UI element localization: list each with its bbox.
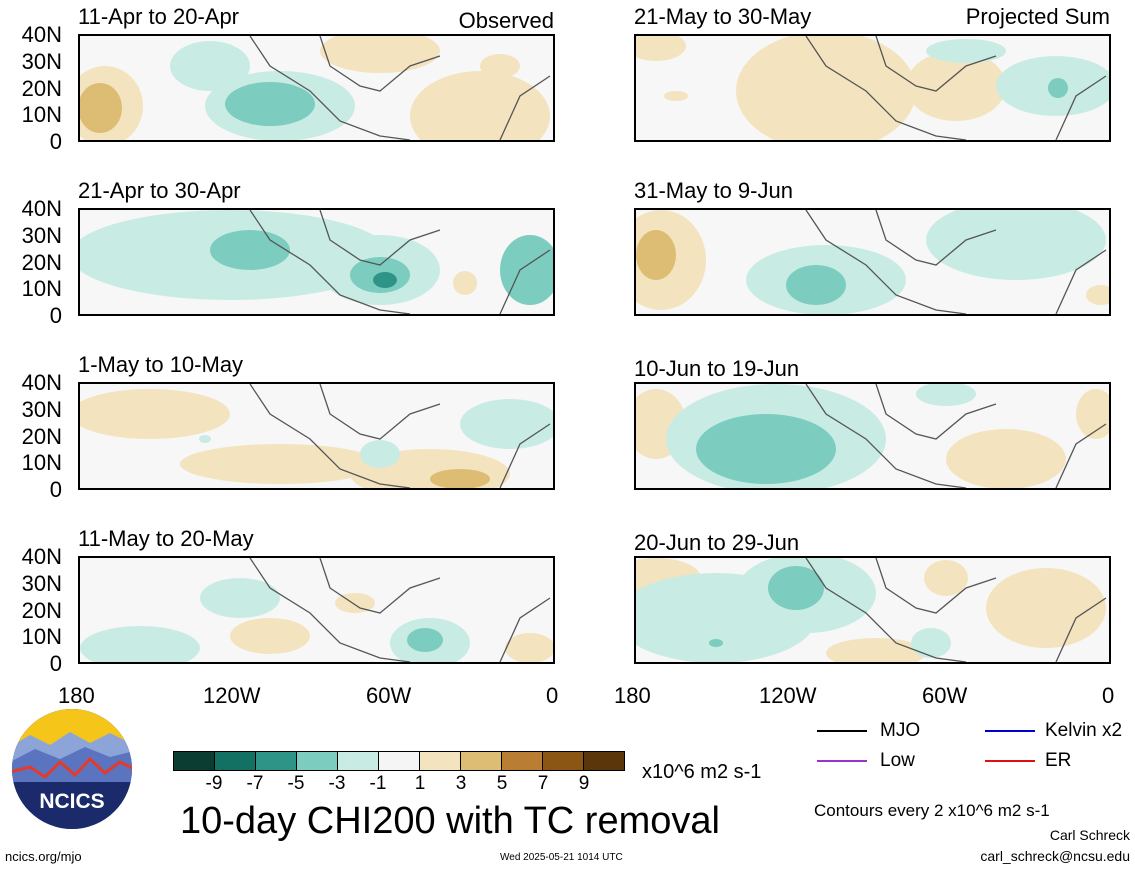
colorbar-swatch bbox=[379, 752, 420, 770]
map-panel-r2 bbox=[634, 382, 1111, 490]
y-tick-label: 0 bbox=[49, 651, 62, 676]
y-tick-label: 20N bbox=[21, 250, 62, 275]
x-tick-label: 180 bbox=[614, 683, 651, 708]
colorbar-label: -3 bbox=[328, 773, 346, 794]
y-tick-label: 30N bbox=[21, 397, 62, 422]
map-panel-l1 bbox=[78, 208, 555, 316]
observed-label: Observed bbox=[458, 8, 554, 33]
colorbar-label: -7 bbox=[246, 773, 264, 794]
colorbar-label: -9 bbox=[205, 773, 223, 794]
map-panel-l0 bbox=[78, 34, 555, 142]
contour-note: Contours every 2 x10^6 m2 s-1 bbox=[814, 801, 1050, 820]
y-tick-label: 10N bbox=[21, 624, 62, 649]
author-email[interactable]: carl_schreck@ncsu.edu bbox=[980, 848, 1130, 864]
x-tick-label: 60W bbox=[366, 683, 412, 708]
y-tick-label: 10N bbox=[21, 276, 62, 301]
legend-line-mjo bbox=[817, 730, 867, 732]
map-panel-r0 bbox=[634, 34, 1111, 142]
colorbar-swatch bbox=[174, 752, 215, 770]
x-tick-label: 120W bbox=[203, 683, 261, 708]
map-panel-l3 bbox=[78, 556, 555, 664]
panel-title: 11-Apr to 20-Apr bbox=[78, 4, 240, 29]
panel-title: 21-May to 30-May bbox=[634, 4, 812, 29]
colorbar-label: -1 bbox=[369, 773, 387, 794]
colorbar-swatch bbox=[256, 752, 297, 770]
x-tick-label: 0 bbox=[546, 683, 559, 708]
ncics-logo: NCICS bbox=[10, 707, 134, 831]
legend-line-kelvin bbox=[985, 730, 1035, 732]
legend-label-kelvin: Kelvin x2 bbox=[1045, 720, 1123, 741]
colorbar-label: 7 bbox=[537, 773, 549, 794]
legend-label-mjo: MJO bbox=[880, 720, 921, 741]
y-tick-label: 40N bbox=[21, 544, 62, 569]
y-tick-label: 30N bbox=[21, 571, 62, 596]
y-tick-label: 20N bbox=[21, 76, 62, 101]
panel-title: 10-Jun to 19-Jun bbox=[634, 356, 800, 381]
legend-label-low: Low bbox=[880, 750, 915, 771]
y-tick-label: 0 bbox=[49, 129, 62, 154]
y-tick-label: 20N bbox=[21, 424, 62, 449]
panel-title: 11-May to 20-May bbox=[78, 526, 254, 551]
legend-line-er bbox=[985, 760, 1035, 762]
panel-title: 31-May to 9-Jun bbox=[634, 178, 793, 203]
main-title: 10-day CHI200 with TC removal bbox=[180, 800, 720, 842]
colorbar-swatch bbox=[338, 752, 379, 770]
x-tick-label: 120W bbox=[759, 683, 817, 708]
map-panel-r1 bbox=[634, 208, 1111, 316]
y-tick-label: 30N bbox=[21, 223, 62, 248]
y-tick-label: 40N bbox=[21, 22, 62, 47]
timestamp: Wed 2025-05-21 1014 UTC bbox=[500, 852, 623, 863]
legend-label-er: ER bbox=[1045, 750, 1072, 771]
colorbar-swatch bbox=[461, 752, 502, 770]
colorbar-swatch bbox=[502, 752, 543, 770]
colorbar-swatch bbox=[584, 752, 624, 770]
colorbar-swatch bbox=[297, 752, 338, 770]
colorbar-units: x10^6 m2 s-1 bbox=[642, 761, 762, 783]
colorbar-swatches bbox=[173, 751, 625, 771]
y-tick-label: 40N bbox=[21, 370, 62, 395]
colorbar-swatch bbox=[420, 752, 461, 770]
y-tick-label: 30N bbox=[21, 49, 62, 74]
colorbar-swatch bbox=[543, 752, 584, 770]
y-tick-label: 0 bbox=[49, 303, 62, 328]
x-tick-label: 0 bbox=[1102, 683, 1115, 708]
site-link[interactable]: ncics.org/mjo bbox=[5, 849, 82, 864]
map-panel-l2 bbox=[78, 382, 555, 490]
colorbar-label: 9 bbox=[578, 773, 590, 794]
y-tick-label: 0 bbox=[49, 477, 62, 502]
y-tick-label: 10N bbox=[21, 450, 62, 475]
author-name: Carl Schreck bbox=[1049, 827, 1130, 843]
y-tick-label: 10N bbox=[21, 102, 62, 127]
colorbar-label: 3 bbox=[455, 773, 467, 794]
colorbar-label: -5 bbox=[287, 773, 305, 794]
panel-title: 1-May to 10-May bbox=[78, 352, 244, 377]
colorbar-label: 1 bbox=[414, 773, 426, 794]
panel-title: 21-Apr to 30-Apr bbox=[78, 178, 241, 203]
logo-text: NCICS bbox=[39, 790, 104, 813]
y-tick-label: 40N bbox=[21, 196, 62, 221]
colorbar-swatch bbox=[215, 752, 256, 770]
y-tick-label: 20N bbox=[21, 598, 62, 623]
x-tick-label: 60W bbox=[922, 683, 968, 708]
colorbar-label: 5 bbox=[496, 773, 508, 794]
x-tick-label: 180 bbox=[58, 683, 95, 708]
projected-sum-label: Projected Sum bbox=[965, 4, 1110, 29]
panel-title: 20-Jun to 29-Jun bbox=[634, 530, 800, 555]
legend-line-low bbox=[817, 760, 867, 762]
map-panel-r3 bbox=[634, 556, 1111, 664]
